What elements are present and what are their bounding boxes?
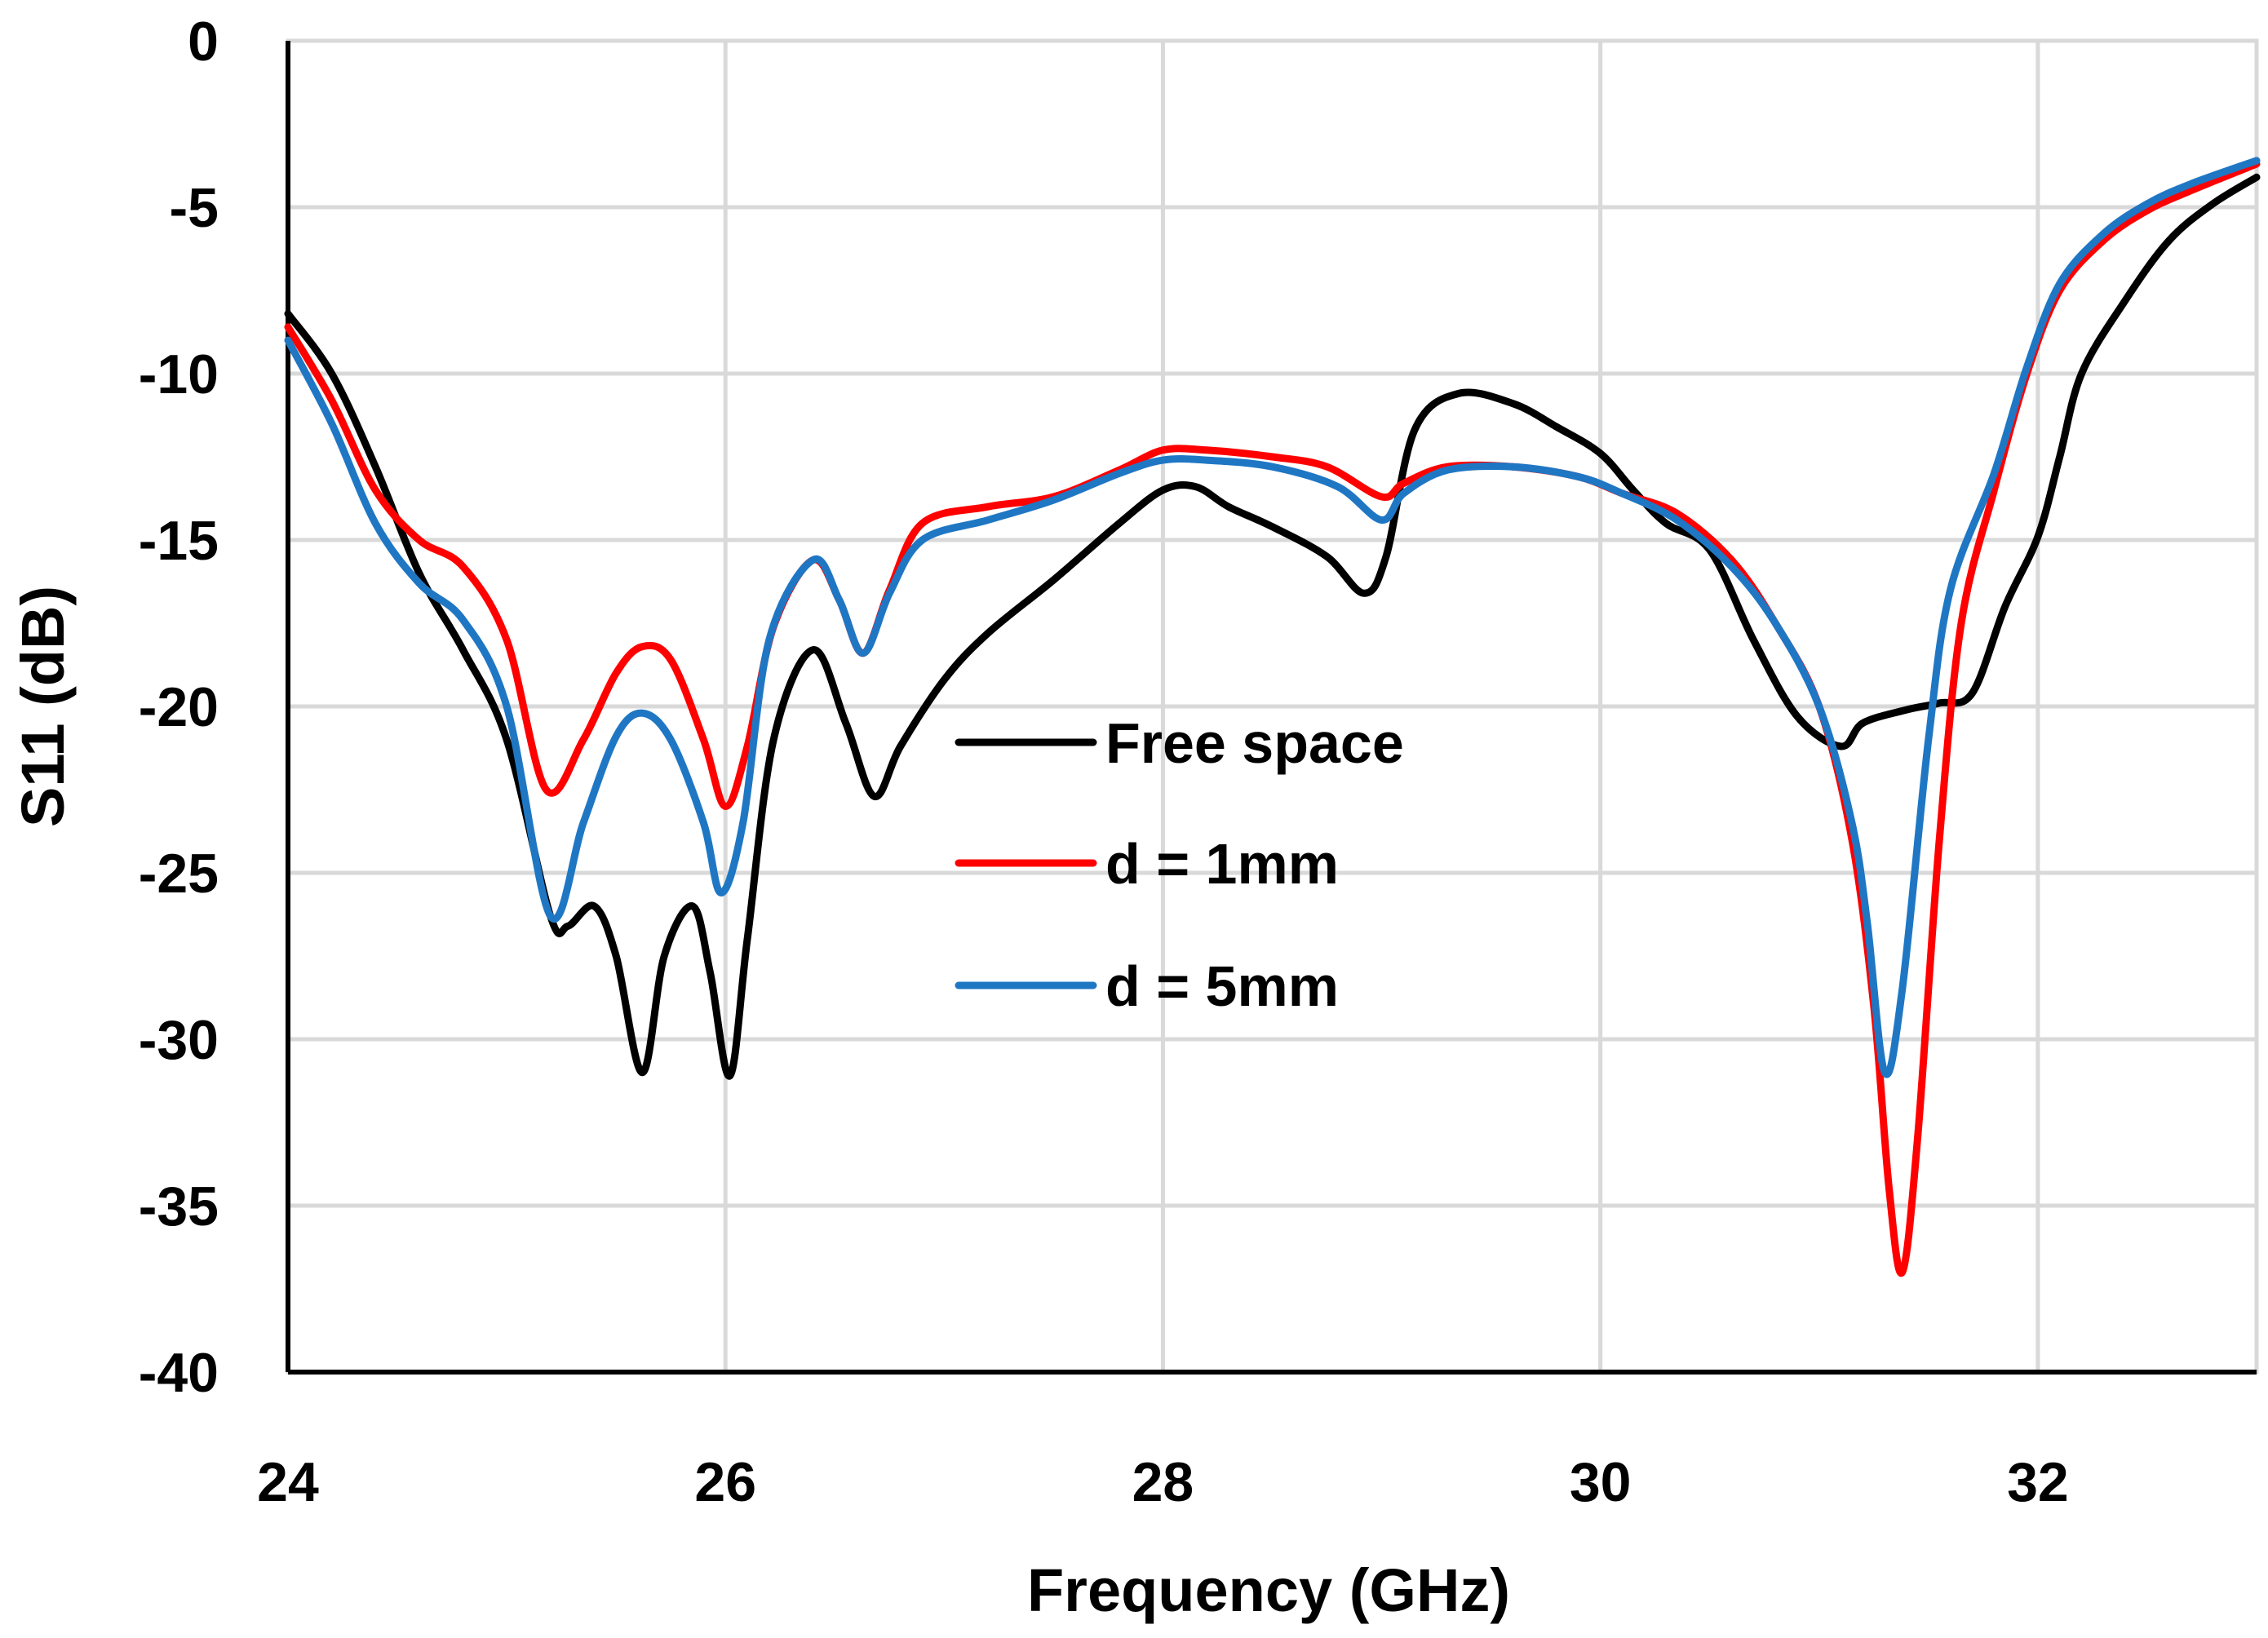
grid-lines [286,38,2257,1375]
legend-label-free-space: Free space [1105,711,1404,775]
y-tick-label: -5 [170,177,219,239]
series-line-d-1mm [284,160,2261,1277]
x-tick-labels: 24 26 28 30 32 [257,1451,2069,1513]
y-tick-label: -10 [139,343,219,405]
y-tick-label: 0 [188,11,219,73]
y-tick-label: -35 [139,1175,219,1237]
y-tick-label: -25 [139,843,219,905]
x-tick-label: 24 [257,1451,319,1513]
y-tick-label: -40 [139,1342,219,1404]
legend-label-d-1mm: d = 1mm [1105,832,1339,896]
y-axis-title: S11 (dB) [9,586,77,827]
y-tick-label: -15 [139,510,219,572]
x-tick-label: 32 [2007,1451,2069,1513]
series-lines [284,157,2261,1277]
x-axis-title: Frequency (GHz) [1027,1556,1510,1624]
x-tick-label: 26 [694,1451,756,1513]
x-tick-label: 30 [1570,1451,1632,1513]
y-tick-labels: 0 -5 -10 -15 -20 -25 -30 -35 -40 [139,11,219,1404]
legend-label-d-5mm: d = 5mm [1105,954,1339,1018]
legend: Free space d = 1mm d = 5mm [955,711,1404,1018]
y-tick-label: -20 [139,676,219,738]
x-tick-label: 28 [1132,1451,1194,1513]
y-tick-label: -30 [139,1009,219,1071]
series-line-d-5mm [284,157,2261,1078]
